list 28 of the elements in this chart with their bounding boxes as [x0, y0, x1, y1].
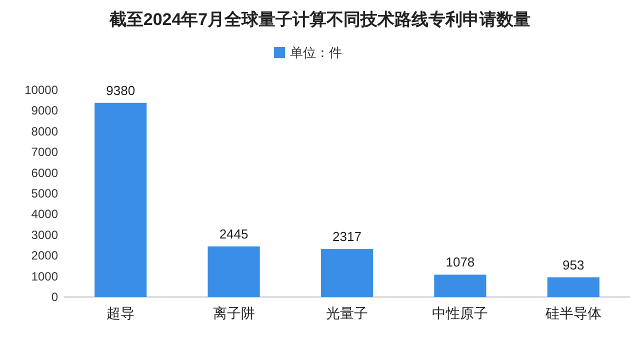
bar — [208, 246, 260, 297]
y-tick-label: 3000 — [31, 228, 58, 242]
y-tick-label: 7000 — [31, 145, 58, 160]
data-label: 2317 — [332, 229, 362, 244]
bar — [547, 277, 600, 297]
y-tick-label: 6000 — [31, 166, 58, 180]
bar — [434, 274, 486, 297]
x-tick-label: 中性原子 — [432, 305, 488, 321]
data-label: 953 — [562, 257, 584, 272]
chart-title: 截至2024年7月全球量子计算不同技术路线专利申请数量 — [108, 10, 531, 29]
x-tick-label: 硅半导体 — [544, 305, 602, 321]
bar — [94, 102, 147, 297]
y-tick-label: 4000 — [31, 207, 58, 222]
x-tick-label: 光量子 — [326, 305, 368, 321]
y-tick-label: 1000 — [31, 269, 58, 284]
bar — [320, 249, 374, 297]
y-tick-label: 0 — [51, 290, 58, 304]
data-label: 2445 — [219, 226, 248, 242]
legend-label: 单位：件 — [290, 45, 342, 60]
y-tick-label: 10000 — [24, 83, 58, 97]
x-tick-label: 离子阱 — [212, 305, 255, 321]
y-tick-label: 2000 — [31, 248, 58, 263]
y-tick-label: 5000 — [31, 186, 58, 200]
data-label: 9380 — [106, 82, 136, 98]
y-tick-label: 8000 — [31, 124, 58, 138]
data-label: 1078 — [446, 254, 475, 270]
x-tick-label: 超导 — [106, 305, 135, 321]
y-tick-label: 9000 — [31, 104, 58, 118]
